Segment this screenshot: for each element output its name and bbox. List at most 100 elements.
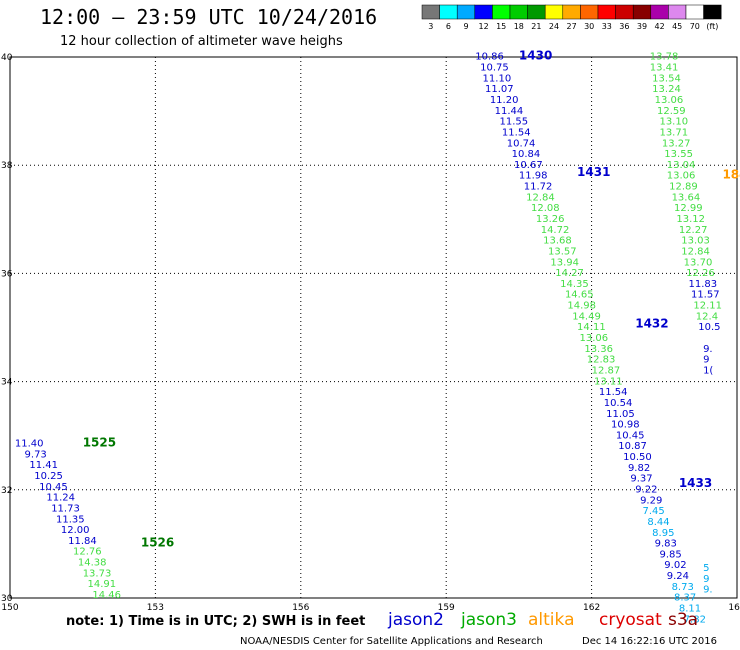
wave-height-value: 11.10 [483, 73, 512, 84]
wave-height-value: 14.46 [92, 590, 121, 601]
wave-height-value: 10.87 [618, 441, 647, 452]
legend-swatch [439, 4, 458, 20]
wave-height-value: 7.82 [684, 614, 706, 625]
wave-height-value: 13.36 [584, 344, 613, 355]
wave-height-value: 13.27 [662, 138, 691, 149]
wave-height-value: 13.04 [667, 160, 696, 171]
wave-height-value: 11.54 [502, 127, 531, 138]
wave-height-value: 10.67 [514, 160, 543, 171]
pass-label: 1525 [83, 436, 116, 450]
wave-height-value: 11.73 [51, 503, 80, 514]
wave-height-value: 9.24 [667, 571, 689, 582]
wave-height-value: 13.24 [652, 84, 681, 95]
wave-height-value: 12.84 [526, 192, 555, 203]
wave-height-value: 13.54 [652, 73, 681, 84]
wave-height-value: 13.73 [83, 568, 112, 579]
satellite-jason3: jason3 [460, 610, 517, 630]
wave-height-value: 13.06 [579, 333, 608, 344]
wave-height-value: 12.83 [587, 355, 616, 366]
wave-height-value: 11.83 [689, 279, 718, 290]
legend-label: 42 [655, 22, 665, 31]
wave-height-value: 9.22 [635, 485, 657, 496]
plot-area: 150 153 156 159 162 165 30 32 34 36 38 40 10.8610.75… [1, 49, 740, 626]
y-tick-label: 34 [1, 378, 13, 388]
wave-height-value: 9.83 [655, 539, 677, 550]
legend-swatch [527, 4, 546, 20]
wave-height-value: 13.78 [650, 52, 679, 63]
legend-label: 9 [463, 22, 468, 31]
color-scale-legend: 3 6 9 12 15 18 21 24 27 30 33 36 39 42 45 70 (ft) [421, 4, 722, 31]
legend-label: 30 [584, 22, 594, 31]
y-tick-label: 40 [1, 53, 13, 63]
wave-height-value: 7.45 [642, 506, 664, 517]
wave-height-value: 13.26 [536, 214, 565, 225]
wave-height-value: 1( [703, 365, 713, 376]
wave-height-value: 13.03 [681, 236, 710, 247]
wave-height-value: 11.20 [490, 95, 519, 106]
wave-height-value: 11.54 [599, 387, 628, 398]
legend-swatch [615, 4, 634, 20]
wave-height-value: 13.06 [667, 171, 696, 182]
legend-swatch [703, 4, 722, 20]
legend-swatch [685, 4, 704, 20]
x-tick-label: 159 [438, 603, 455, 613]
wave-height-value: 13.94 [550, 257, 579, 268]
y-tick-label: 30 [1, 594, 13, 604]
wave-height-value: 9.85 [659, 549, 681, 560]
wave-height-value: 13.71 [659, 127, 688, 138]
wave-height-value: 11.44 [495, 106, 524, 117]
wave-height-value: 10.5 [698, 322, 720, 333]
wave-height-value: 14.38 [78, 558, 107, 569]
chart-title: 12:00 – 23:59 UTC 10/24/2016 [40, 5, 377, 29]
satellite-key: jason2 jason3 altika cryosat s3a [387, 610, 698, 630]
x-tick-label: 162 [583, 603, 600, 613]
wave-height-value: 9.37 [630, 474, 652, 485]
wave-height-value: 10.74 [507, 138, 536, 149]
wave-height-value: 9 [703, 574, 709, 585]
wave-height-value: 5 [703, 563, 709, 574]
legend-swatch [562, 4, 581, 20]
legend-label: 24 [549, 22, 559, 31]
legend-label: 3 [428, 22, 433, 31]
wave-height-value: 9.73 [25, 449, 47, 460]
wave-height-value: 10.54 [604, 398, 633, 409]
x-tick-label: 156 [292, 603, 309, 613]
y-tick-label: 32 [1, 486, 12, 496]
legend-swatch [492, 4, 511, 20]
wave-height-value: 13.06 [655, 95, 684, 106]
legend-swatch [456, 4, 476, 20]
wave-height-value: 14.27 [555, 268, 584, 279]
satellite-altika: altika [528, 610, 575, 630]
wave-height-value: 14.72 [541, 225, 570, 236]
wave-height-value: 9. [703, 344, 713, 355]
wave-height-value: 13.64 [672, 192, 701, 203]
wave-height-value: 10.98 [611, 420, 640, 431]
x-tick-label: 150 [1, 603, 18, 613]
wave-height-value: 10.75 [480, 63, 509, 74]
wave-height-value: 12.26 [686, 268, 715, 279]
wave-height-value: 12.59 [657, 106, 686, 117]
wave-height-value: 13.55 [664, 149, 693, 160]
legend-label: 45 [672, 22, 682, 31]
wave-height-value: 9.29 [640, 495, 662, 506]
legend-swatch [632, 4, 652, 20]
chart-subtitle: 12 hour collection of altimeter wave hei… [60, 34, 343, 49]
satellite-cryosat: cryosat [599, 610, 662, 630]
x-tick-label: 153 [147, 603, 164, 613]
wave-height-value: 13.41 [650, 63, 679, 74]
wave-height-value: 12.08 [531, 203, 560, 214]
y-tick-label: 36 [1, 269, 13, 279]
plot-frame [9, 56, 738, 599]
pass-label: 1526 [141, 536, 174, 550]
wave-height-value: 12.84 [681, 246, 710, 257]
legend-label: 36 [619, 22, 629, 31]
wave-height-value: 13.68 [543, 236, 572, 247]
wave-height-value: 11.05 [606, 409, 635, 420]
legend-label: 39 [637, 22, 647, 31]
wave-height-value: 10.45 [39, 482, 68, 493]
wave-height-value: 14.91 [88, 579, 117, 590]
legend-label: 33 [602, 22, 612, 31]
wave-height-value: 11.41 [29, 460, 58, 471]
wave-height-value: 14.11 [577, 322, 606, 333]
wave-height-value: 9.02 [664, 560, 686, 571]
